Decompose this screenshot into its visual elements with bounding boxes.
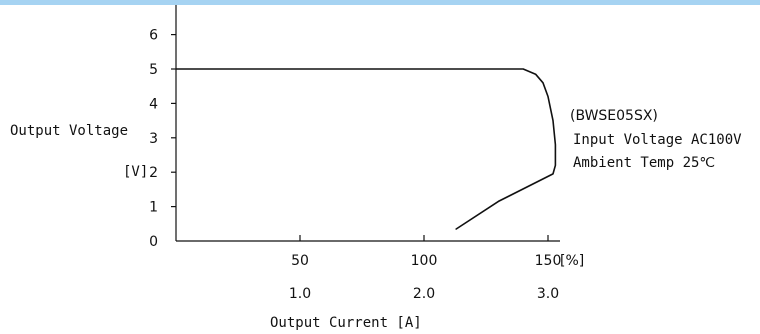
top-bar	[0, 0, 760, 5]
series-line-curve	[175, 68, 557, 230]
y-tick-label: 0	[149, 234, 158, 250]
x-tick-label-percent: 150	[535, 253, 562, 269]
x-ticks: 50 1.0 100 2.0 150 3.0	[289, 235, 562, 302]
y-tick-label: 5	[149, 62, 158, 78]
y-axis-label-line2: [V]	[123, 164, 148, 180]
x-axis-label: Output Current [A]	[270, 315, 422, 331]
y-tick-label: 3	[149, 131, 158, 147]
x-tick-label-amps: 1.0	[289, 286, 311, 302]
annotation-ambient-temp: Ambient Temp 25℃	[573, 155, 715, 171]
x-unit-label: [%]	[560, 253, 584, 269]
x-tick-label-amps: 3.0	[537, 286, 559, 302]
annotation-input-voltage: Input Voltage AC100V	[573, 132, 742, 148]
x-tick-label-amps: 2.0	[413, 286, 435, 302]
x-tick-label-percent: 50	[291, 253, 309, 269]
x-tick-label-percent: 100	[411, 253, 438, 269]
y-axis-label-line1: Output Voltage	[10, 123, 128, 139]
y-tick-label: 6	[149, 28, 158, 44]
y-tick-label: 4	[149, 96, 158, 112]
y-ticks: 0 1 2 3 4 5 6	[149, 28, 176, 250]
annotation-model: (BWSE05SX)	[570, 108, 658, 124]
axes	[175, 5, 560, 242]
y-tick-label: 2	[149, 165, 158, 181]
y-tick-label: 1	[149, 200, 158, 216]
